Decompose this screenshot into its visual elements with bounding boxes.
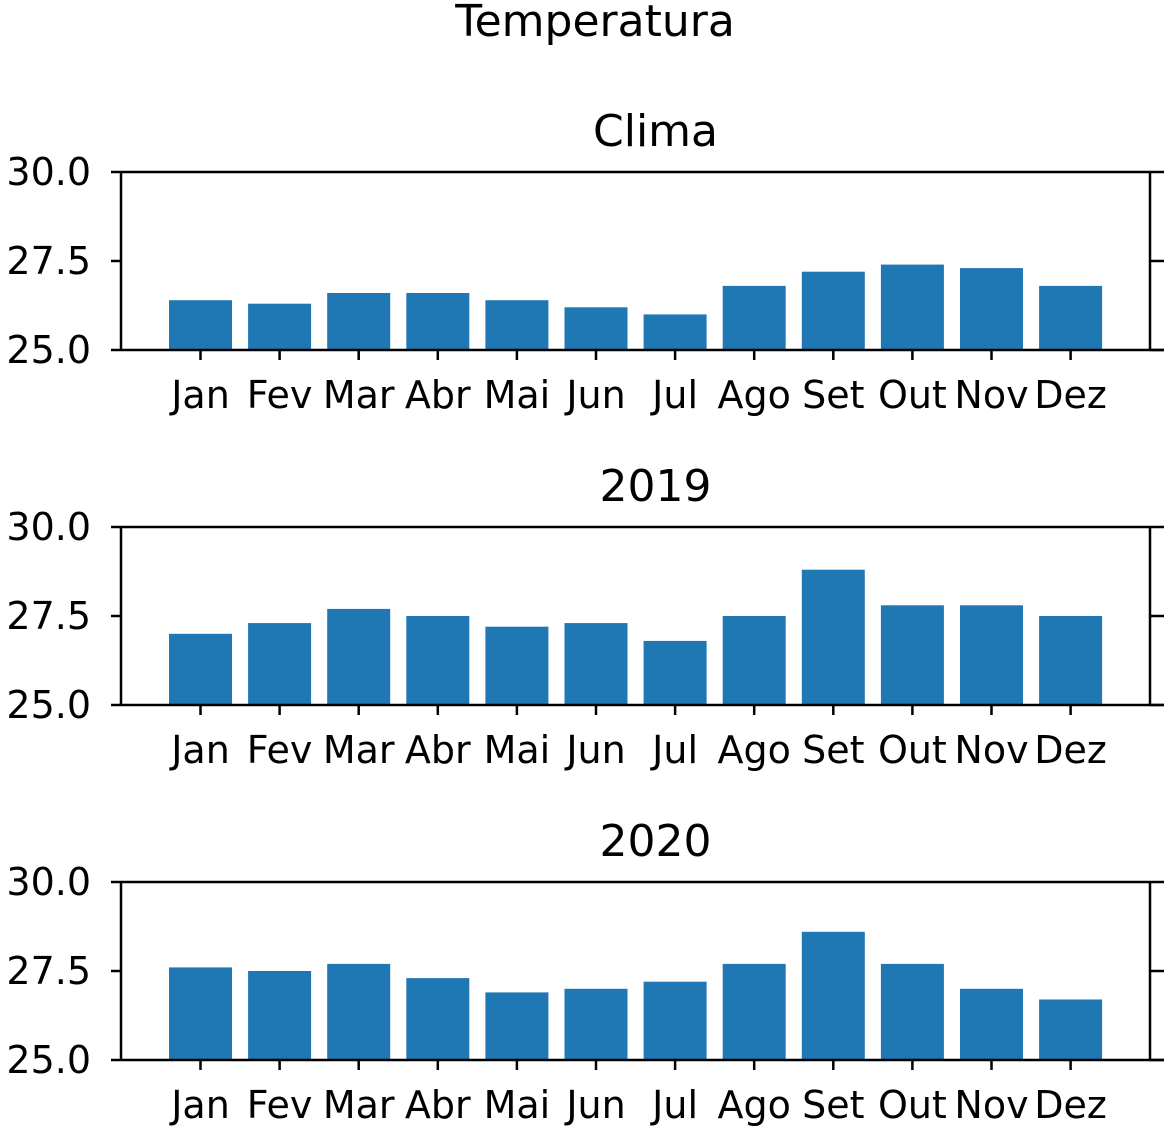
y-tick-label: 30.0: [6, 505, 91, 549]
x-tick-label: Fev: [247, 1083, 313, 1127]
bar-jun: [564, 623, 628, 705]
bar-jan: [169, 300, 232, 350]
x-tick-label: Set: [802, 728, 864, 772]
x-tick-label: Fev: [247, 728, 313, 772]
bar-mar: [327, 608, 391, 705]
x-tick-label: Jul: [650, 1083, 698, 1127]
bar-nov: [960, 605, 1023, 705]
bar-mai: [485, 992, 549, 1060]
figure-title: Temperatura: [454, 0, 735, 47]
bar-mar: [327, 293, 391, 350]
bar-jan: [169, 633, 232, 705]
x-tick-label: Set: [802, 373, 864, 417]
subplot-2019: 2019 25.0 27.5 30.0 Jan Fev Mar Abr Mai Jun Jul Ago…: [6, 461, 1164, 772]
x-tick-label: Dez: [1034, 728, 1107, 772]
bar-mar: [327, 963, 391, 1060]
x-tick-label: Jan: [169, 728, 230, 772]
bar-jun: [564, 988, 628, 1060]
y-tick-label: 30.0: [6, 150, 91, 194]
y-tick-label: 27.5: [6, 239, 91, 283]
bar-abr: [406, 978, 470, 1060]
x-tick-label: Ago: [718, 728, 791, 772]
bar-ago: [722, 616, 786, 705]
x-tick-label: Jun: [564, 728, 625, 772]
x-tick-label: Mai: [484, 1083, 551, 1127]
bar-dez: [1039, 616, 1103, 705]
bar-fev: [248, 303, 312, 350]
y-tick-label: 27.5: [6, 949, 91, 993]
bar-abr: [406, 293, 470, 350]
bar-set: [801, 569, 865, 705]
y-tick-label: 27.5: [6, 594, 91, 638]
x-tick-label: Out: [878, 373, 947, 417]
bar-set: [801, 931, 865, 1060]
x-tick-label: Mai: [484, 373, 551, 417]
x-tick-label: Abr: [405, 373, 471, 417]
x-tick-label: Mai: [484, 728, 551, 772]
bar-nov: [960, 988, 1023, 1060]
x-tick-label: Nov: [954, 1083, 1028, 1127]
bar-jan: [169, 967, 232, 1060]
bar-set: [801, 271, 865, 350]
subplot-title: Clima: [593, 106, 718, 157]
x-tick-label: Dez: [1034, 1083, 1107, 1127]
x-tick-label: Nov: [954, 728, 1028, 772]
bar-jun: [564, 307, 628, 350]
x-tick-label: Jan: [169, 373, 230, 417]
bar-out: [880, 264, 944, 350]
x-tick-label: Ago: [718, 373, 791, 417]
x-tick-label: Jun: [564, 373, 625, 417]
bar-jul: [643, 314, 707, 350]
x-tick-label: Mar: [323, 728, 395, 772]
y-tick-label: 30.0: [6, 860, 91, 904]
x-tick-label: Jun: [564, 1083, 625, 1127]
bar-ago: [722, 285, 786, 350]
bar-jul: [643, 640, 707, 705]
bar-dez: [1039, 999, 1103, 1060]
x-tick-label: Nov: [954, 373, 1028, 417]
bar-dez: [1039, 285, 1103, 350]
bar-jul: [643, 981, 707, 1060]
subplot-clima: Clima 25.0 27.5 30.0 Jan Fev Mar Abr Mai Jun Jul Ag…: [6, 106, 1164, 417]
subplot-title: 2020: [600, 816, 712, 867]
y-tick-label: 25.0: [6, 1038, 91, 1082]
x-tick-label: Set: [802, 1083, 864, 1127]
x-tick-label: Dez: [1034, 373, 1107, 417]
x-tick-label: Jan: [169, 1083, 230, 1127]
subplot-title: 2019: [600, 461, 712, 512]
x-tick-label: Out: [878, 1083, 947, 1127]
bar-nov: [960, 268, 1023, 350]
bar-mai: [485, 626, 549, 705]
bar-out: [880, 963, 944, 1060]
y-tick-label: 25.0: [6, 683, 91, 727]
x-tick-label: Abr: [405, 1083, 471, 1127]
x-tick-label: Jul: [650, 373, 698, 417]
y-tick-label: 25.0: [6, 328, 91, 372]
x-tick-label: Abr: [405, 728, 471, 772]
bar-ago: [722, 963, 786, 1060]
x-tick-label: Mar: [323, 1083, 395, 1127]
bar-fev: [248, 971, 312, 1060]
bar-mai: [485, 300, 549, 350]
x-tick-label: Mar: [323, 373, 395, 417]
subplot-2020: 2020 25.0 27.5 30.0 Jan Fev Mar Abr Mai Jun Jul Ago…: [6, 816, 1164, 1127]
bar-fev: [248, 623, 312, 705]
x-tick-label: Ago: [718, 1083, 791, 1127]
x-tick-label: Jul: [650, 728, 698, 772]
bar-out: [880, 605, 944, 705]
x-tick-label: Fev: [247, 373, 313, 417]
bar-abr: [406, 616, 470, 705]
x-tick-label: Out: [878, 728, 947, 772]
